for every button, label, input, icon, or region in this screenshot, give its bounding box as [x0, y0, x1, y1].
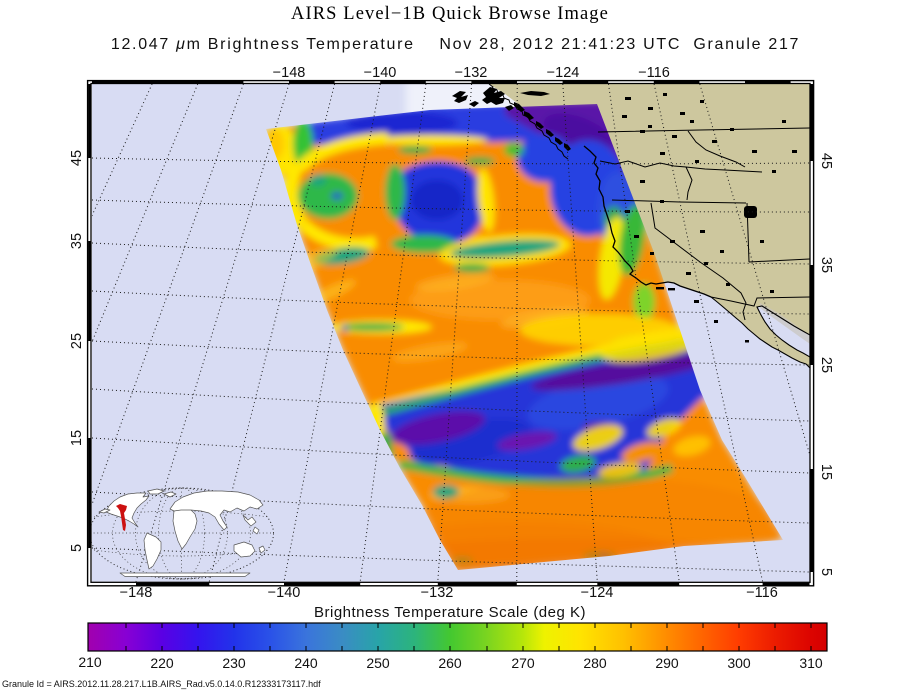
- svg-text:−124: −124: [581, 585, 614, 601]
- svg-text:310: 310: [799, 655, 823, 671]
- svg-text:45: 45: [818, 153, 834, 169]
- svg-text:5: 5: [818, 568, 834, 576]
- svg-text:−132: −132: [421, 585, 454, 601]
- svg-text:35: 35: [69, 233, 85, 249]
- svg-text:220: 220: [150, 655, 174, 671]
- svg-text:−148: −148: [120, 585, 153, 601]
- svg-text:−132: −132: [455, 65, 488, 81]
- svg-text:−140: −140: [268, 585, 301, 601]
- svg-text:270: 270: [511, 655, 535, 671]
- svg-text:240: 240: [294, 655, 318, 671]
- svg-text:−124: −124: [547, 65, 580, 81]
- svg-text:−140: −140: [364, 65, 397, 81]
- svg-text:5: 5: [69, 544, 85, 552]
- svg-text:260: 260: [438, 655, 462, 671]
- svg-text:300: 300: [727, 655, 751, 671]
- svg-text:290: 290: [655, 655, 679, 671]
- svg-text:−116: −116: [638, 65, 670, 81]
- svg-text:250: 250: [366, 655, 390, 671]
- svg-text:15: 15: [818, 464, 834, 480]
- svg-text:25: 25: [69, 333, 85, 349]
- svg-text:230: 230: [222, 655, 246, 671]
- svg-text:25: 25: [818, 357, 834, 373]
- svg-text:−116: −116: [746, 585, 778, 601]
- svg-text:35: 35: [818, 257, 834, 273]
- svg-text:15: 15: [69, 430, 85, 446]
- svg-text:280: 280: [583, 655, 607, 671]
- svg-text:210: 210: [78, 654, 102, 670]
- svg-text:45: 45: [69, 150, 85, 166]
- svg-text:−148: −148: [273, 65, 306, 81]
